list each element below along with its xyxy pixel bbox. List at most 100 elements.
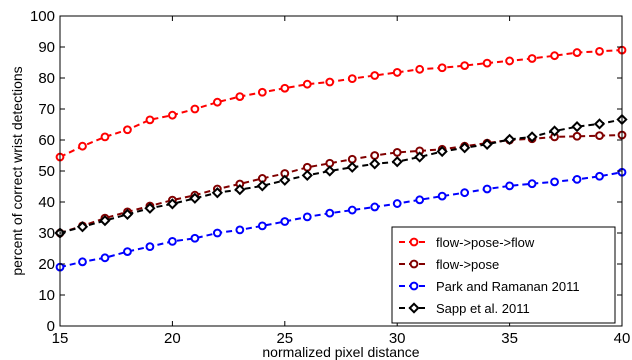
data-point — [166, 198, 179, 210]
axes: 15 20 25 30 35 40 0 10 20 30 40 50 60 70 80 90 100 normal… — [9, 8, 630, 360]
data-point — [302, 162, 312, 172]
legend-label: Sapp et al. 2011 — [436, 301, 530, 316]
data-point — [256, 180, 268, 192]
data-point — [212, 97, 222, 107]
data-point — [572, 174, 582, 184]
data-point — [415, 195, 425, 205]
x-tick-label: 20 — [164, 330, 181, 347]
data-point — [76, 221, 89, 233]
data-point — [437, 63, 447, 73]
data-point — [415, 64, 425, 74]
x-tick-label: 15 — [52, 330, 69, 347]
data-point — [257, 221, 267, 231]
data-point — [437, 191, 447, 201]
data-point — [100, 253, 110, 263]
data-point — [370, 202, 380, 212]
data-point — [436, 145, 448, 158]
data-point — [526, 131, 538, 143]
legend-label: flow->pose->flow — [436, 235, 535, 250]
y-tick-label: 100 — [30, 8, 55, 25]
data-point — [168, 110, 177, 120]
data-point — [100, 132, 110, 142]
legend-swatch-marker — [409, 281, 419, 291]
x-tick-label: 40 — [614, 330, 631, 347]
data-point — [144, 202, 156, 214]
data-point — [595, 131, 604, 141]
data-point — [459, 142, 471, 154]
data-point — [505, 56, 515, 66]
y-tick-label: 30 — [38, 225, 55, 242]
data-point — [190, 233, 200, 243]
data-point — [460, 188, 470, 198]
data-point — [279, 174, 291, 186]
data-point — [347, 205, 357, 215]
y-tick-label: 10 — [38, 287, 55, 304]
legend-label: flow->pose — [436, 257, 499, 272]
x-tick-label: 35 — [501, 330, 518, 347]
legend-entry: flow->pose — [399, 257, 499, 272]
data-point — [571, 121, 583, 133]
legend-entry: Park and Ramanan 2011 — [399, 279, 580, 294]
data-point — [301, 169, 313, 181]
series-3 — [54, 113, 628, 239]
y-tick-label: 0 — [47, 318, 55, 335]
y-tick-label: 50 — [38, 163, 55, 180]
y-axis-label: percent of correct wrist detections — [9, 66, 25, 275]
data-point — [189, 192, 201, 204]
data-point — [346, 161, 358, 173]
y-tick-label: 40 — [38, 194, 55, 211]
legend-entry: flow->pose->flow — [399, 235, 535, 250]
data-point — [99, 214, 111, 227]
data-point — [78, 141, 87, 151]
data-point — [460, 61, 470, 70]
x-axis-label: normalized pixel distance — [262, 344, 419, 360]
data-point — [482, 58, 492, 68]
data-point — [550, 177, 559, 187]
data-point — [145, 242, 155, 252]
legend-entry: Sapp et al. 2011 — [399, 301, 530, 316]
data-point — [572, 131, 582, 141]
y-tick-label: 60 — [38, 132, 55, 149]
series-layer — [54, 45, 628, 272]
data-point — [145, 115, 155, 125]
series-line — [59, 134, 623, 234]
data-point — [235, 92, 245, 101]
data-point — [392, 148, 402, 157]
series-2 — [55, 167, 627, 272]
data-point — [595, 171, 604, 181]
data-point — [234, 183, 246, 196]
data-point — [503, 133, 516, 145]
data-point — [324, 165, 336, 177]
data-point — [527, 54, 537, 63]
x-tick-label: 25 — [276, 330, 293, 347]
legend-swatch-marker — [409, 237, 419, 247]
data-point — [123, 125, 132, 135]
y-tick-label: 90 — [38, 39, 55, 56]
data-point — [593, 118, 606, 130]
data-point — [548, 125, 561, 137]
data-point — [78, 257, 87, 267]
y-tick-label: 20 — [38, 256, 55, 273]
y-tick-label: 80 — [38, 70, 55, 87]
data-point — [572, 48, 582, 57]
data-point — [392, 199, 402, 208]
data-point — [212, 228, 222, 238]
data-point — [392, 68, 402, 77]
data-point — [190, 104, 200, 114]
data-point — [123, 247, 132, 257]
data-point — [280, 83, 290, 93]
data-point — [302, 79, 312, 89]
legend: flow->pose->flow flow->pose Park and Raman… — [391, 226, 616, 324]
data-point — [370, 151, 380, 160]
legend-label: Park and Ramanan 2011 — [436, 279, 580, 294]
data-point — [325, 208, 335, 218]
data-point — [391, 156, 403, 168]
x-tick-label: 30 — [389, 330, 406, 347]
data-point — [527, 179, 537, 189]
data-point — [481, 138, 493, 150]
data-point — [302, 212, 312, 222]
y-tick-label: 70 — [38, 101, 55, 118]
legend-box — [391, 226, 616, 324]
data-point — [369, 158, 381, 170]
